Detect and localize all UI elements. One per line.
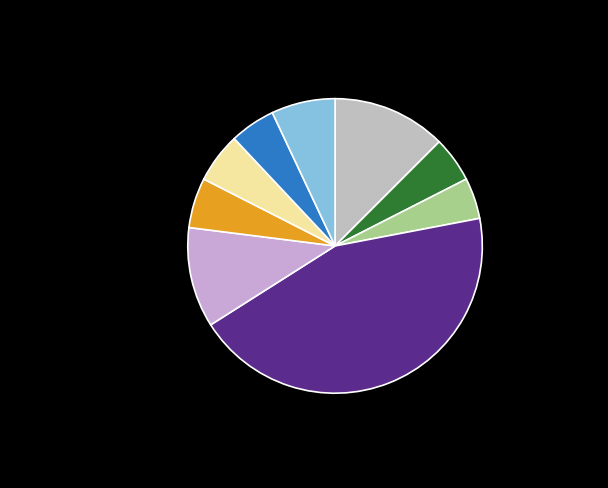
Wedge shape (204, 139, 335, 246)
Wedge shape (188, 228, 335, 325)
Wedge shape (335, 142, 466, 246)
Wedge shape (335, 100, 439, 246)
Wedge shape (272, 100, 335, 246)
Wedge shape (234, 113, 335, 246)
Wedge shape (211, 219, 482, 393)
Wedge shape (335, 180, 480, 246)
Wedge shape (189, 180, 335, 246)
